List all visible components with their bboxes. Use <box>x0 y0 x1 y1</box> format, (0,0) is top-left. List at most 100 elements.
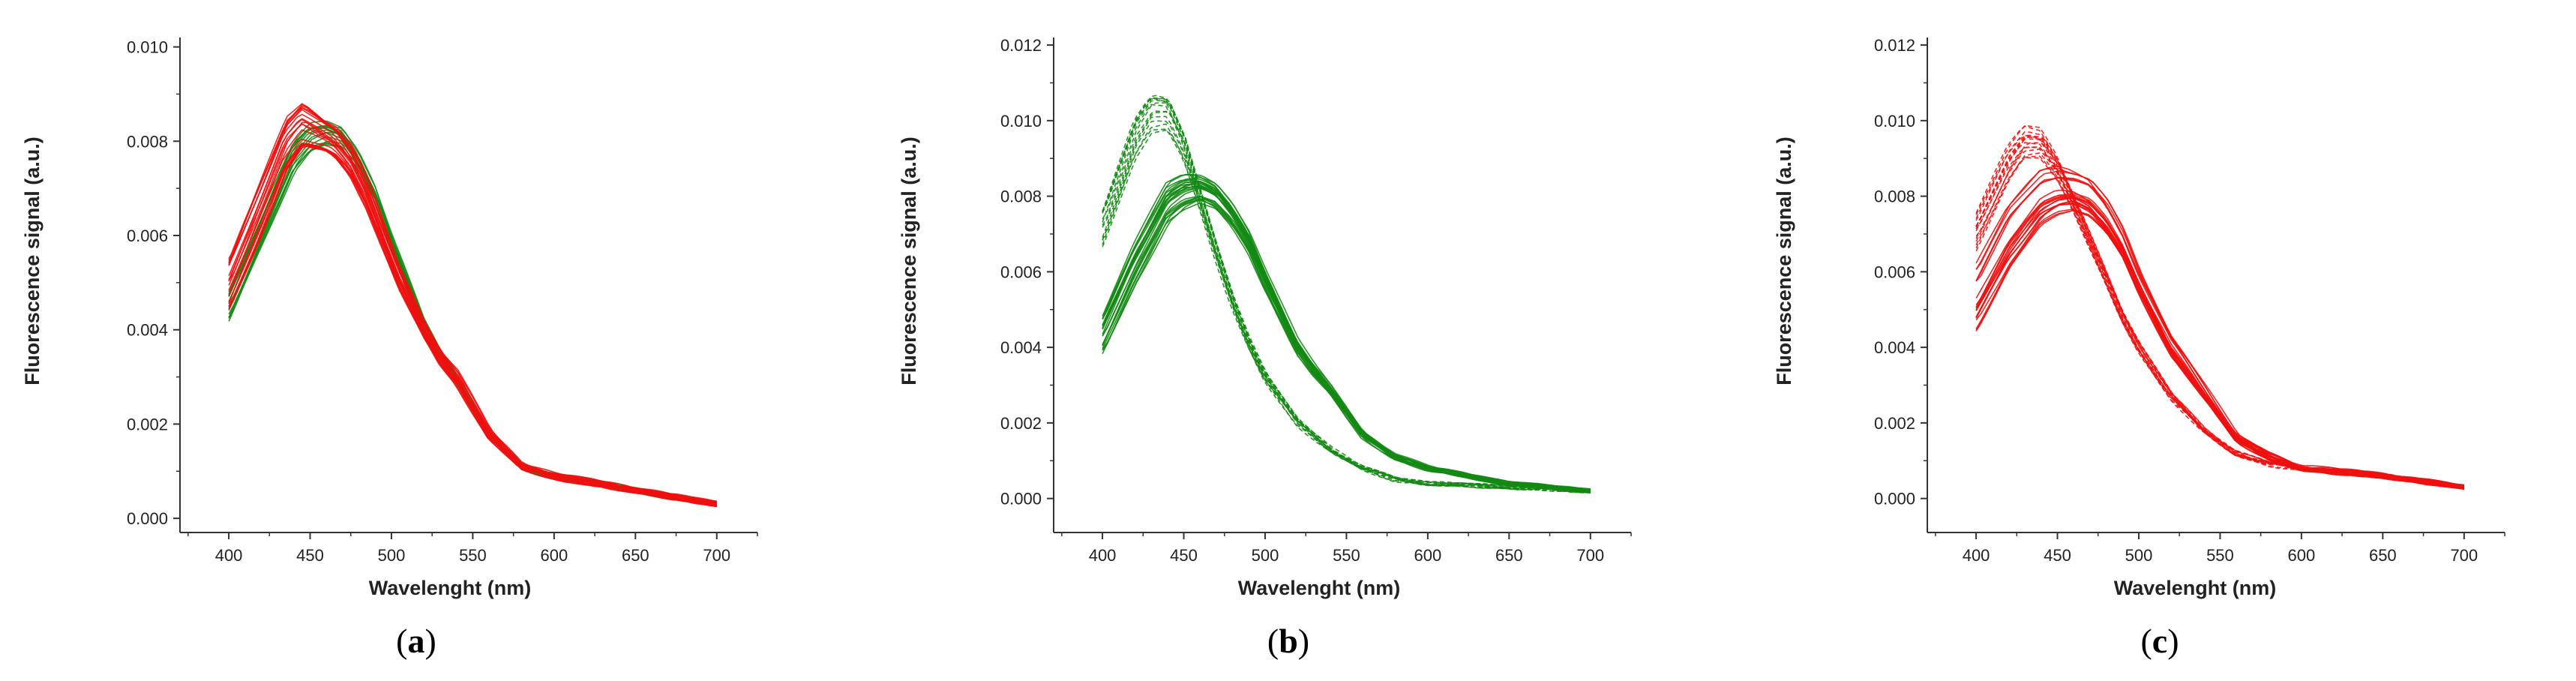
spectrum-line <box>1102 183 1591 493</box>
spectrum-line <box>1975 165 2464 486</box>
spectrum-line <box>228 122 718 506</box>
series-green-dashed <box>1102 94 1591 494</box>
spectrum-line <box>228 143 717 503</box>
x-tick-label: 500 <box>2125 546 2153 565</box>
x-tick-label: 700 <box>2450 546 2478 565</box>
y-tick-label: 0.010 <box>127 38 168 57</box>
x-tick-label: 700 <box>1576 546 1604 565</box>
spectrum-line <box>1975 152 2465 489</box>
spectrum-line <box>1102 128 1591 494</box>
spectrum-line <box>1102 187 1591 493</box>
spectrum-line <box>1102 178 1591 490</box>
x-tick-label: 400 <box>1963 546 1990 565</box>
y-axis-label-b: Fluorescence signal (a.u.) <box>898 136 920 386</box>
spectrum-line <box>228 106 718 502</box>
spectrum-line <box>228 146 717 504</box>
spectrum-line <box>1102 98 1591 491</box>
x-tick-label: 500 <box>1252 546 1279 565</box>
spectrum-line <box>228 109 718 506</box>
spectrum-line <box>228 118 717 503</box>
spectrum-line <box>1975 136 2464 487</box>
spectrum-line <box>228 120 717 502</box>
spectrum-line <box>228 142 717 503</box>
spectrum-line <box>1102 99 1591 492</box>
spectrum-line <box>1102 195 1591 494</box>
x-tick-label: 550 <box>1333 546 1360 565</box>
y-tick-label: 0.000 <box>1874 490 1915 508</box>
spectrum-line <box>1102 94 1591 493</box>
y-tick-label: 0.008 <box>1000 188 1042 206</box>
x-tick-label: 600 <box>541 546 568 565</box>
spectrum-line <box>228 142 717 503</box>
y-tick-label: 0.006 <box>1000 262 1042 281</box>
y-tick-label: 0.010 <box>1874 112 1915 130</box>
spectrum-line <box>1975 157 2464 487</box>
x-tick-label: 700 <box>703 546 730 565</box>
panel-c: 400 450 500 550 600 650 700 0.000 0.002 0.004 0.00… <box>1773 36 2506 660</box>
spectrum-line <box>228 106 717 507</box>
spectrum-line <box>228 143 717 503</box>
spectrum-line <box>1975 155 2464 489</box>
y-tick-label: 0.008 <box>127 132 168 151</box>
spectrum-line <box>228 142 717 504</box>
x-tick-label: 450 <box>2044 546 2071 565</box>
plot-area-c: 400 450 500 550 600 650 700 0.000 0.002 0.004 0.00… <box>1874 36 2506 565</box>
spectrum-line <box>228 125 717 506</box>
spectrum-line <box>228 103 718 506</box>
spectrum-line <box>1975 130 2464 487</box>
spectrum-line <box>228 124 717 507</box>
spectrum-line <box>228 142 718 506</box>
spectrum-line <box>1102 97 1591 494</box>
spectrum-line <box>228 126 717 507</box>
x-tick-label: 650 <box>1495 546 1523 565</box>
spectrum-line <box>1102 182 1591 494</box>
panel-label-c: (c) <box>2140 622 2179 660</box>
x-tick-label: 400 <box>215 546 243 565</box>
spectrum-line <box>1975 136 2464 487</box>
spectrum-line <box>228 131 717 506</box>
panel-label-a: (a) <box>396 622 436 660</box>
panel-a: 400 450 500 550 600 650 700 0.000 0.002 0.004 0.00… <box>21 38 758 660</box>
y-tick-label: 0.002 <box>1000 414 1042 433</box>
spectrum-line <box>228 104 717 502</box>
x-tick-label: 400 <box>1089 546 1117 565</box>
spectrum-line <box>1102 116 1591 492</box>
spectrum-line <box>1975 134 2464 489</box>
x-axis-label-c: Wavelenght (nm) <box>2114 577 2277 599</box>
spectrum-line <box>1975 138 2464 490</box>
series-green-solid <box>228 120 718 507</box>
spectrum-line <box>228 142 717 503</box>
spectrum-line <box>1102 184 1591 490</box>
series-red-solid <box>228 103 718 508</box>
plot-area-b: 400 450 500 550 600 650 700 0.000 0.002 0.004 0.00… <box>1000 36 1632 565</box>
panel-label-letter-c: c <box>2152 622 2167 660</box>
spectrum-line <box>1102 199 1591 494</box>
spectrum-line <box>228 127 717 503</box>
panel-b: 400 450 500 550 600 650 700 0.000 0.002 0.004 0.00… <box>898 36 1632 660</box>
spectrum-line <box>1102 184 1591 491</box>
spectrum-line <box>1102 198 1591 491</box>
spectrum-line <box>1102 104 1591 492</box>
spectrum-line <box>1102 186 1591 490</box>
panel-label-letter-b: b <box>1279 622 1298 660</box>
spectrum-line <box>228 127 717 506</box>
y-tick-label: 0.004 <box>127 321 168 340</box>
spectrum-line <box>1975 146 2464 490</box>
x-tick-label: 650 <box>622 546 649 565</box>
spectrum-line <box>228 138 717 506</box>
spectrum-line <box>1102 198 1591 494</box>
spectrum-line <box>1102 202 1591 493</box>
spectrum-line <box>1102 181 1591 493</box>
y-tick-label: 0.006 <box>1874 262 1915 281</box>
x-tick-label: 450 <box>296 546 324 565</box>
spectrum-line <box>1975 124 2464 486</box>
spectrum-line <box>1102 120 1591 494</box>
spectrum-line <box>1102 188 1591 491</box>
spectrum-line <box>228 143 717 508</box>
spectrum-line <box>1102 180 1591 493</box>
spectrum-line <box>1102 111 1591 494</box>
x-tick-label: 600 <box>2288 546 2316 565</box>
y-tick-label: 0.012 <box>1000 36 1042 55</box>
panel-label-letter-a: a <box>408 622 425 660</box>
